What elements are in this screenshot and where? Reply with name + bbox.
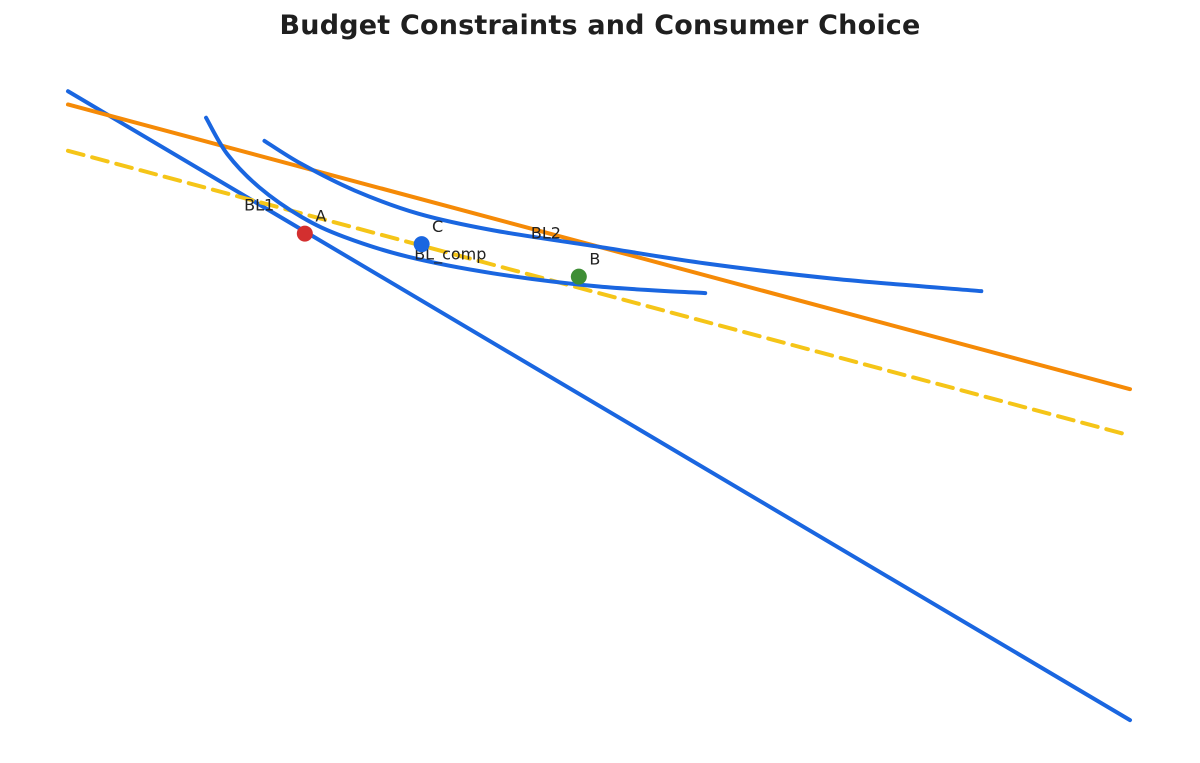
point-a — [296, 225, 313, 242]
point-label-a: A — [315, 207, 326, 226]
budget-lines-layer — [66, 89, 1132, 723]
budget-line-bl-comp — [66, 148, 1132, 438]
indifference-curve-1 — [204, 115, 708, 296]
budget-line-label-bl1: BL1 — [244, 195, 274, 214]
chart-title: Budget Constraints and Consumer Choice — [279, 10, 921, 41]
budget-line-label-bl2: BL2 — [531, 224, 561, 243]
line-labels-layer: BL1 BL2 BL_comp — [244, 195, 561, 264]
budget-line-label-bl-comp: BL_comp — [414, 244, 486, 264]
point-label-c: C — [432, 217, 443, 236]
indifference-curve-2 — [262, 138, 984, 294]
point-label-b: B — [589, 250, 600, 269]
point-c — [413, 236, 430, 253]
indifference-curves-layer — [204, 115, 984, 296]
points-layer: A C B — [296, 207, 600, 285]
point-b — [570, 268, 587, 285]
budget-line-bl1 — [66, 89, 1132, 723]
